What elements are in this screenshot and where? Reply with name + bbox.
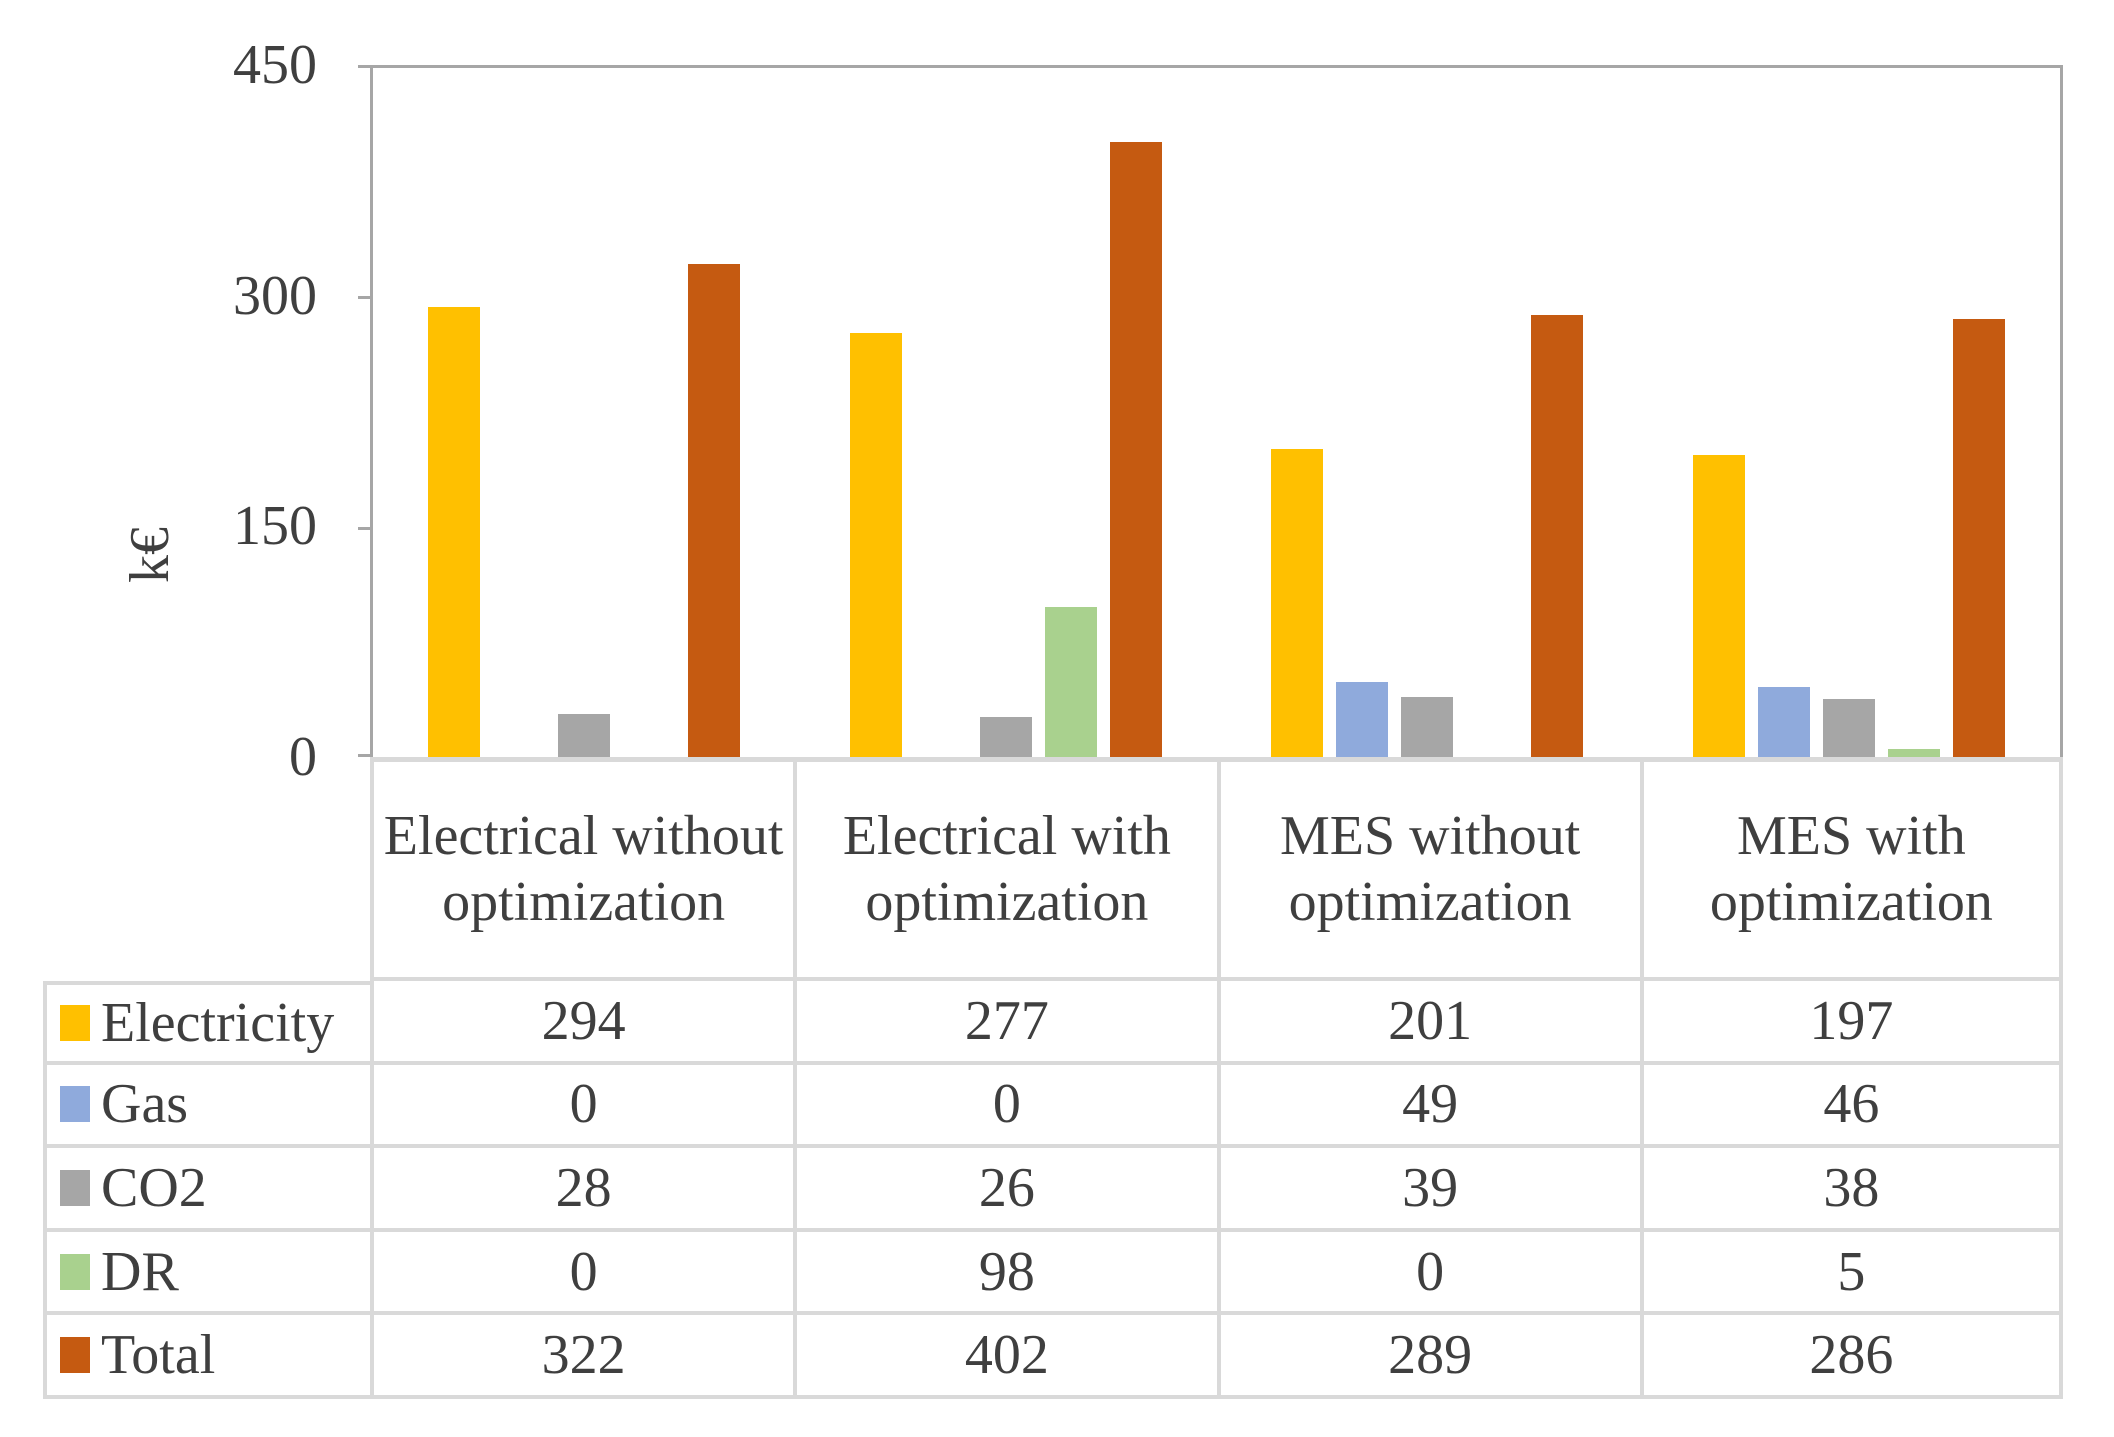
value-cell: 289 [1216, 1315, 1640, 1399]
plot-area [358, 65, 2063, 757]
bar-electricity [1271, 449, 1324, 757]
legend-key-total-icon [60, 1337, 90, 1374]
bar-electricity [849, 332, 902, 757]
y-tick-label-300: 300 [233, 265, 317, 327]
bar-group-mes-with-optimization [1638, 68, 2060, 757]
bar-gas [1758, 686, 1811, 757]
y-tick-label-150: 150 [233, 495, 317, 557]
legend-item-gas: Gas [43, 1064, 370, 1149]
series-label: DR [101, 1240, 179, 1303]
value-cell: 28 [370, 1148, 794, 1232]
bar-co2 [1401, 697, 1454, 757]
category-header: MES without optimization [1216, 757, 1640, 981]
bar-co2 [979, 717, 1032, 757]
value-cell: 98 [793, 1231, 1217, 1316]
bar-co2 [557, 714, 610, 757]
value-cell: 5 [1639, 1231, 2063, 1316]
value-cell: 201 [1216, 981, 1640, 1065]
y-tick-mark [358, 296, 371, 299]
value-cell: 46 [1639, 1064, 2063, 1149]
value-cell: 26 [793, 1148, 1217, 1232]
value-cell: 0 [370, 1064, 794, 1149]
value-cell: 286 [1639, 1315, 2063, 1399]
series-label: Electricity [101, 991, 335, 1054]
legend-key-co2-icon [60, 1169, 90, 1206]
data-table: Electrical without optimization Electric… [43, 757, 2063, 1399]
value-cell: 0 [793, 1064, 1217, 1149]
y-tick-mark [358, 527, 371, 530]
y-tick-mark [358, 754, 371, 757]
bar-electricity [427, 306, 480, 757]
bar-group-mes-without-optimization [1217, 68, 1639, 757]
bar-total [1109, 141, 1162, 757]
value-cell: 277 [793, 981, 1217, 1065]
legend-key-gas-icon [60, 1086, 90, 1123]
legend-item-co2: CO2 [43, 1148, 370, 1232]
legend-item-total: Total [43, 1315, 370, 1399]
y-tick-label-0: 0 [289, 726, 317, 788]
bar-dr [1044, 606, 1097, 757]
value-cell: 38 [1639, 1148, 2063, 1232]
value-cell: 39 [1216, 1148, 1640, 1232]
bar-group-electrical-without-optimization [373, 68, 795, 757]
value-cell: 49 [1216, 1064, 1640, 1149]
legend-item-dr: DR [43, 1231, 370, 1316]
bar-group-electrical-with-optimization [795, 68, 1217, 757]
series-label: CO2 [101, 1156, 207, 1219]
series-label: Gas [101, 1073, 189, 1136]
y-tick-mark [358, 65, 371, 68]
legend-key-dr-icon [60, 1253, 90, 1290]
legend-item-electricity: Electricity [43, 981, 370, 1065]
category-header: Electrical without optimization [370, 757, 794, 981]
bar-total [1531, 314, 1584, 757]
bar-gas [1336, 681, 1389, 757]
value-cell: 402 [793, 1315, 1217, 1399]
value-cell: 294 [370, 981, 794, 1065]
bar-co2 [1823, 698, 1876, 757]
value-cell: 322 [370, 1315, 794, 1399]
value-cell: 0 [370, 1231, 794, 1316]
value-cell: 0 [1216, 1231, 1640, 1316]
bar-electricity [1693, 455, 1746, 757]
bar-dr [1888, 749, 1941, 757]
bar-total [1953, 319, 2006, 757]
bar-total [687, 263, 740, 757]
legend-key-electricity-icon [60, 1004, 90, 1041]
value-cell: 197 [1639, 981, 2063, 1065]
table-corner-cell [43, 757, 370, 981]
category-header: MES with optimization [1639, 757, 2063, 981]
y-tick-label-450: 450 [233, 34, 317, 96]
series-label: Total [101, 1324, 216, 1387]
category-header: Electrical with optimization [793, 757, 1217, 981]
